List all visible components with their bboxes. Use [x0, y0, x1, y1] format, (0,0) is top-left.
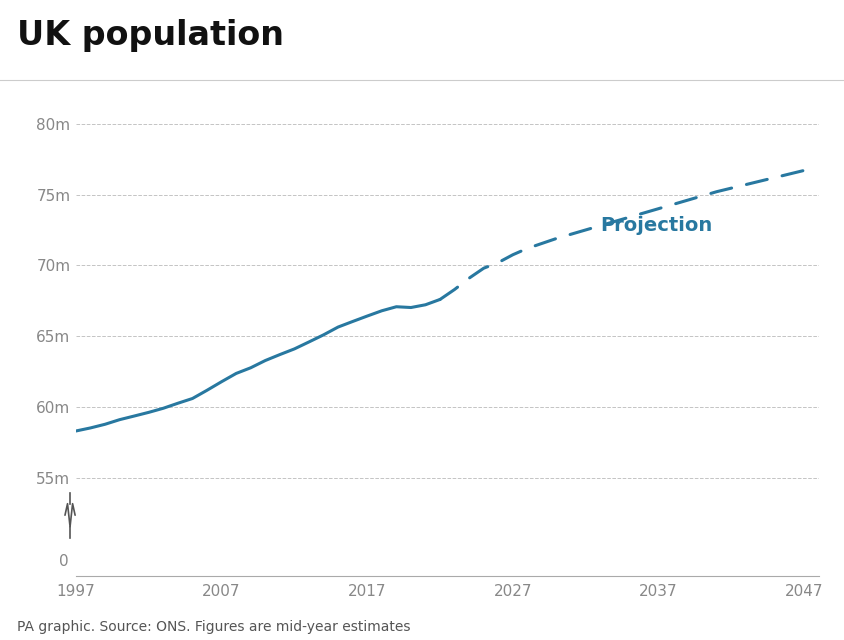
Text: 0: 0	[59, 554, 68, 570]
Text: Projection: Projection	[600, 216, 712, 235]
Text: UK population: UK population	[17, 19, 284, 52]
Text: PA graphic. Source: ONS. Figures are mid-year estimates: PA graphic. Source: ONS. Figures are mid…	[17, 620, 410, 634]
